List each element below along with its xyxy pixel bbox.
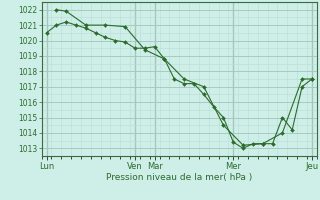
X-axis label: Pression niveau de la mer( hPa ): Pression niveau de la mer( hPa ) <box>106 173 252 182</box>
